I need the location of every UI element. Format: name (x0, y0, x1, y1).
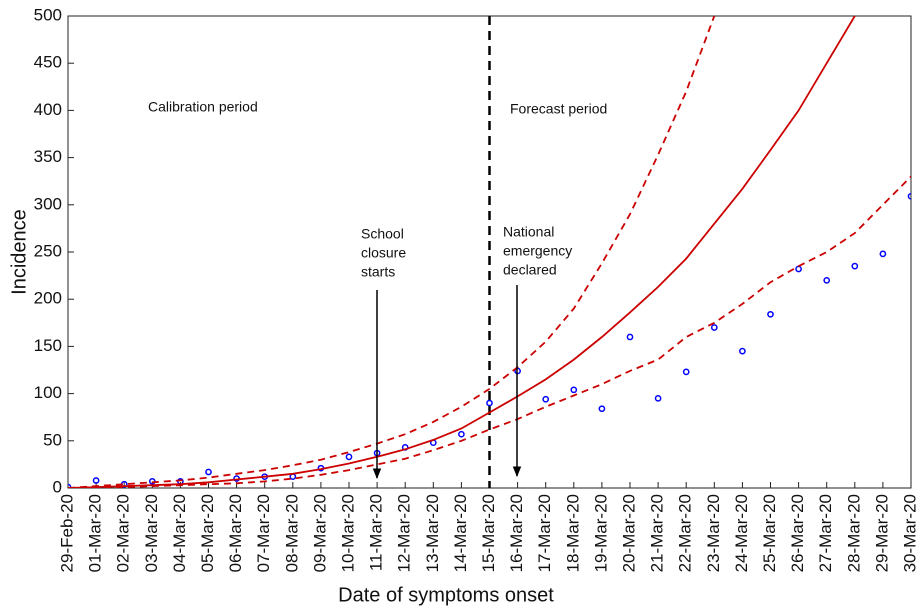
x-tick-label: 25-Mar-20 (760, 494, 779, 572)
x-tick-label: 11-Mar-20 (367, 494, 386, 571)
x-tick-label: 29-Feb-20 (57, 494, 76, 572)
annotation: starts (361, 264, 395, 280)
x-tick-label: 24-Mar-20 (732, 494, 751, 572)
annotation: Calibration period (148, 99, 258, 115)
x-tick-label: 16-Mar-20 (507, 494, 526, 572)
x-tick-label: 05-Mar-20 (198, 494, 217, 572)
annotation: School (361, 226, 404, 242)
y-tick-label: 350 (34, 147, 62, 166)
data-point (710, 324, 718, 331)
data-point (851, 262, 859, 270)
y-tick-label: 150 (34, 336, 62, 355)
data-point (767, 310, 774, 318)
plot-area (68, 16, 911, 488)
y-tick-label: 0 (53, 477, 62, 496)
annotation: emergency (503, 243, 572, 259)
y-axis-label: Incidence (8, 209, 30, 295)
data-point (92, 477, 100, 484)
data-point (458, 430, 465, 438)
x-tick-label: 17-Mar-20 (535, 494, 554, 572)
x-tick-label: 26-Mar-20 (788, 494, 807, 572)
data-point (598, 405, 606, 413)
x-tick-label: 22-Mar-20 (676, 494, 695, 572)
annotation: National (503, 224, 554, 240)
x-tick-label: 10-Mar-20 (338, 494, 357, 572)
data-point (205, 468, 212, 476)
y-tick-label: 200 (34, 289, 62, 308)
x-tick-label: 15-Mar-20 (479, 494, 498, 572)
data-point (739, 347, 746, 355)
x-tick-label: 08-Mar-20 (282, 494, 301, 572)
model-line (68, 16, 856, 488)
x-tick-label: 29-Mar-20 (872, 494, 891, 572)
x-tick-label: 01-Mar-20 (86, 494, 105, 572)
x-tick-label: 20-Mar-20 (619, 494, 638, 572)
y-tick-label: 500 (34, 5, 62, 24)
annotation: Forecast period (510, 101, 607, 117)
data-point (907, 192, 911, 200)
x-tick-label: 04-Mar-20 (170, 494, 189, 572)
x-tick-label: 07-Mar-20 (254, 494, 273, 572)
y-tick-label: 250 (34, 241, 62, 260)
x-tick-label: 03-Mar-20 (142, 494, 161, 572)
data-point (879, 250, 887, 258)
x-tick-label: 06-Mar-20 (226, 494, 245, 572)
x-tick-label: 13-Mar-20 (423, 494, 442, 572)
plot-frame (67, 15, 912, 489)
annotation: closure (361, 245, 406, 261)
x-tick-label: 28-Mar-20 (844, 494, 863, 572)
data-point (654, 394, 662, 402)
x-tick-label: 23-Mar-20 (704, 494, 723, 572)
data-point (682, 368, 690, 376)
x-tick-label: 27-Mar-20 (816, 494, 835, 572)
x-axis-label: Date of symptoms onset (338, 584, 554, 606)
x-tick-label: 09-Mar-20 (310, 494, 329, 572)
annotation: declared (503, 262, 557, 278)
bound-line (68, 175, 911, 488)
y-tick-label: 50 (43, 430, 62, 449)
data-point (570, 386, 578, 394)
x-tick-label: 02-Mar-20 (114, 494, 133, 572)
data-point (542, 395, 550, 403)
bound-line (68, 16, 716, 488)
y-tick-label: 450 (34, 53, 62, 72)
data-point (486, 399, 493, 407)
y-tick-label: 400 (34, 100, 62, 119)
y-tick-label: 300 (34, 194, 62, 213)
data-point (823, 276, 831, 284)
data-point (626, 333, 634, 341)
x-tick-label: 18-Mar-20 (563, 494, 582, 572)
x-tick-label: 21-Mar-20 (648, 494, 667, 572)
x-tick-label: 14-Mar-20 (451, 494, 470, 572)
data-point (795, 265, 802, 273)
x-tick-label: 30-Mar-20 (900, 494, 918, 572)
x-tick-label: 12-Mar-20 (395, 494, 414, 572)
y-tick-label: 100 (34, 383, 62, 402)
x-tick-label: 19-Mar-20 (591, 494, 610, 572)
data-point (345, 453, 353, 461)
